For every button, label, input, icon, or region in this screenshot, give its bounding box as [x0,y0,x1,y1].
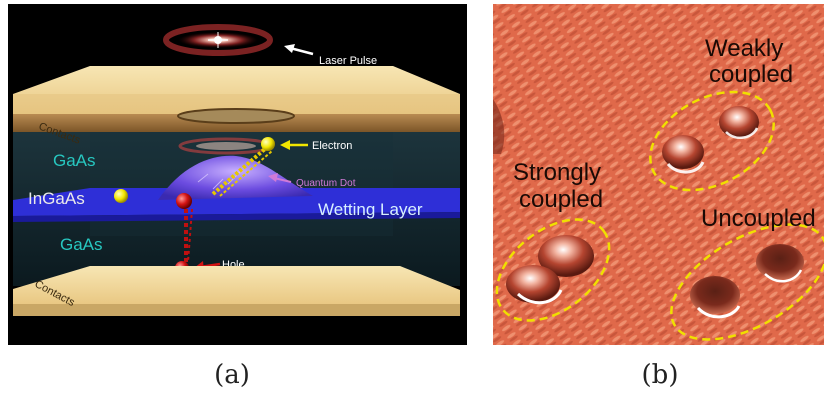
weakly-coupled-label: coupled [709,61,793,88]
strongly-coupled-label: coupled [519,186,603,213]
electron [261,137,275,151]
quantum-dot-schematic-panel: Laser Pulse Contacts Electron Quant [8,4,467,345]
stm-image-panel: Weakly coupled Strongly coupled Uncouple… [493,4,824,345]
strongly-coupled-dots [506,235,594,305]
laser-pulse-label: Laser Pulse [319,55,377,67]
quantum-dot [158,155,313,200]
laser-pulse [163,24,273,56]
dot-hole [176,193,192,209]
ingaas-label: InGaAs [28,189,85,208]
uncoupled-label: Uncoupled [701,205,816,232]
gaas-top-label: GaAs [53,151,96,170]
top-contact-plate [13,66,460,132]
gaas-bottom-label: GaAs [60,235,103,254]
quantum-dot-schematic: Laser Pulse Contacts Electron Quant [8,4,467,345]
ingaas-electron [114,189,128,203]
weakly-coupled-dots [662,106,759,174]
electron-label: Electron [312,140,352,152]
quantum-dot-label: Quantum Dot [296,178,356,189]
strongly-label: Strongly [513,159,601,186]
weakly-coupled-ellipse [649,90,775,192]
wetting-layer-label: Wetting Layer [318,200,423,219]
bottom-contact-plate [13,266,460,316]
hole-path [184,208,193,263]
laser-pulse-arrow [284,44,314,56]
caption-b: (b) [641,360,679,390]
quantum-dot-arrow [268,173,292,183]
uncoupled-dots [690,244,804,319]
uncoupled-ellipse [670,223,824,341]
electron-arrow [280,140,308,150]
caption-a: (a) [214,360,250,390]
stm-surface-image: Weakly coupled Strongly coupled Uncouple… [493,4,824,345]
strongly-coupled-ellipse [495,218,611,322]
weakly-label: Weakly [705,35,783,62]
electron-path [211,146,273,197]
